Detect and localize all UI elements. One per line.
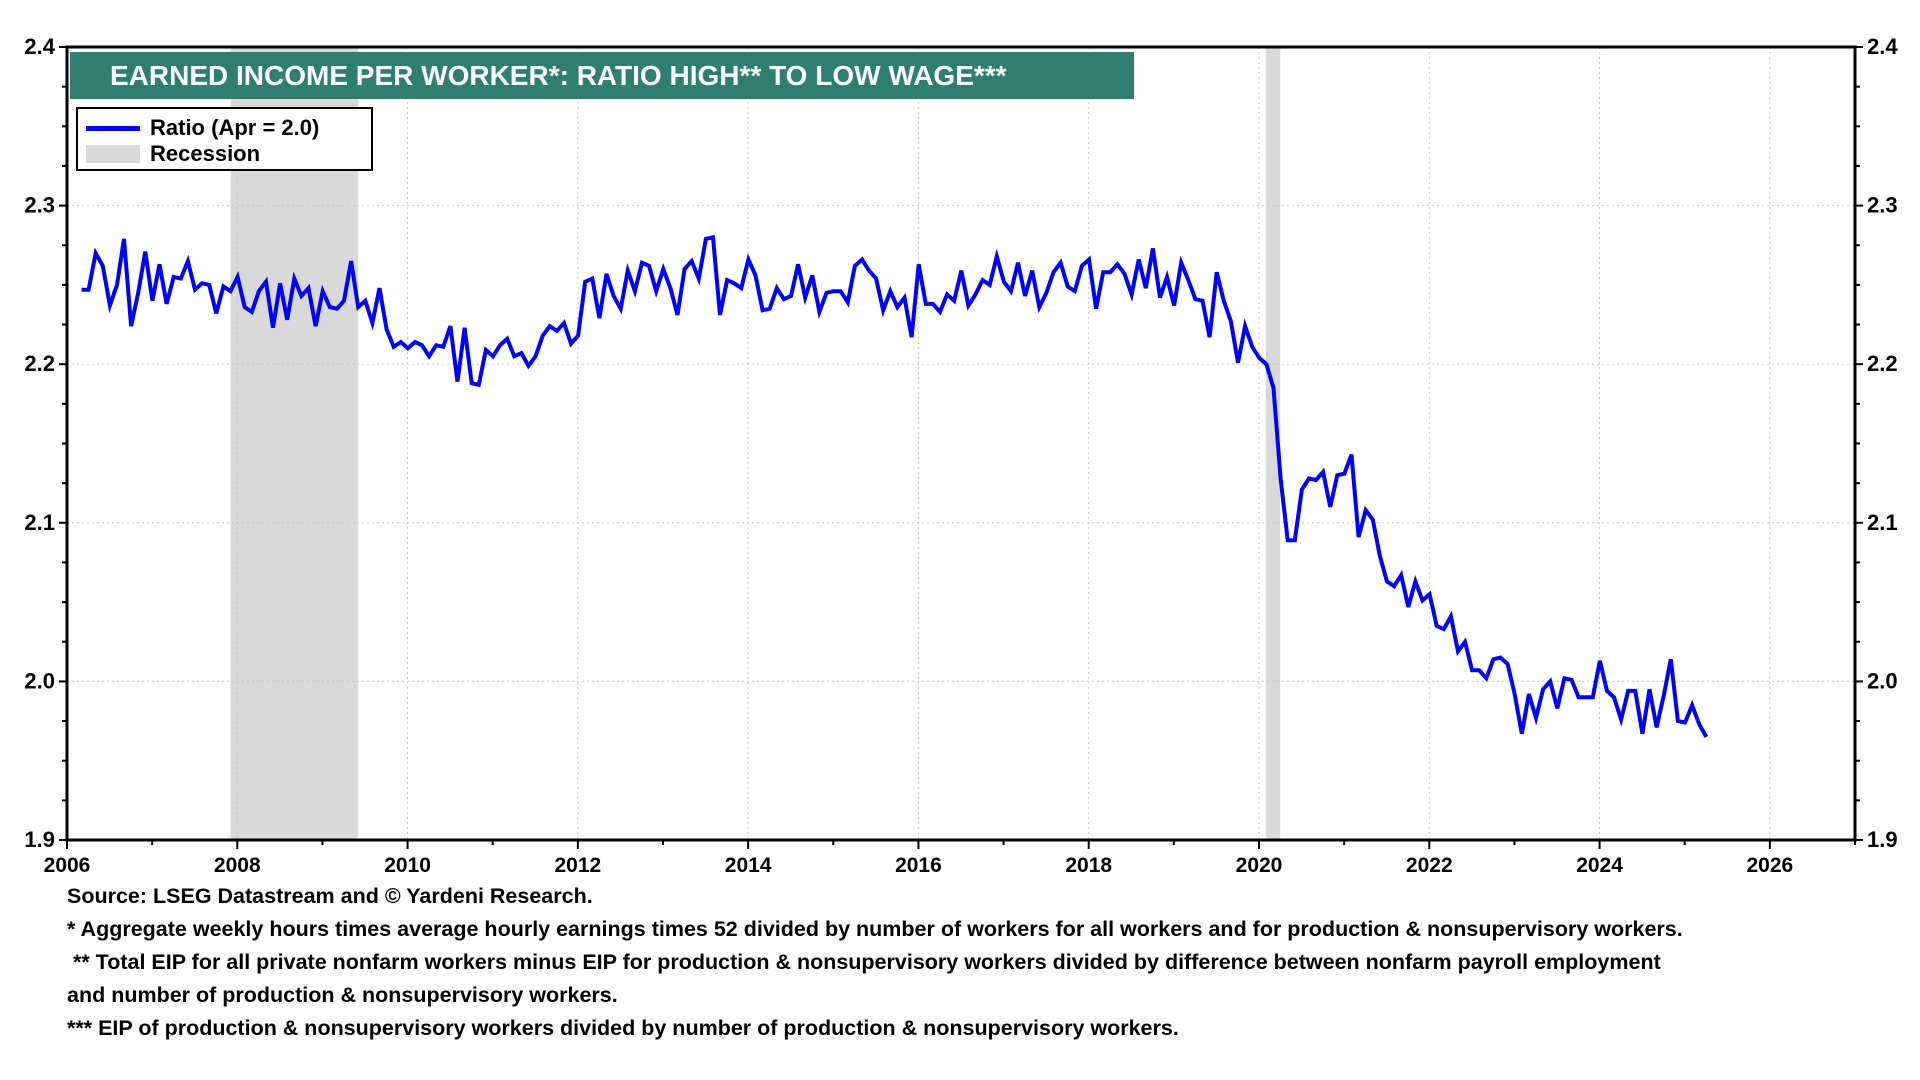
y-tick-label-right: 2.1: [1867, 510, 1898, 535]
y-tick-label-left: 2.4: [24, 34, 55, 59]
x-tick-label: 2014: [725, 854, 772, 877]
legend-item-ratio: Ratio (Apr = 2.0): [86, 115, 319, 141]
y-tick-label-right: 2.3: [1867, 193, 1898, 218]
footnote-3: *** EIP of production & nonsupervisory w…: [67, 1016, 1179, 1040]
x-tick-label: 2016: [895, 854, 942, 877]
footnote-2-cont: and number of production & nonsupervisor…: [67, 983, 618, 1007]
x-tick-label: 2022: [1406, 854, 1453, 877]
y-tick-label-left: 2.3: [24, 193, 55, 218]
source-note: Source: LSEG Datastream and © Yardeni Re…: [67, 884, 593, 908]
x-tick-label: 2018: [1065, 854, 1112, 877]
x-tick-label: 2010: [384, 854, 431, 877]
footnote-2: ** Total EIP for all private nonfarm wor…: [67, 950, 1661, 974]
y-tick-label-left: 2.1: [24, 510, 55, 535]
footnote-1: * Aggregate weekly hours times average h…: [67, 917, 1683, 941]
series-line-ratio: [81, 234, 1709, 738]
x-tick-label: 2024: [1576, 854, 1623, 877]
chart-title: EARNED INCOME PER WORKER*: RATIO HIGH** …: [70, 52, 1134, 99]
legend-line-swatch: [86, 125, 140, 131]
x-tick-label: 2006: [44, 854, 91, 877]
recession-band: [230, 47, 359, 840]
x-tick-label: 2012: [554, 854, 601, 877]
x-tick-label: 2026: [1746, 854, 1793, 877]
legend: Ratio (Apr = 2.0) Recession: [76, 107, 373, 171]
x-tick-label: 2008: [214, 854, 261, 877]
legend-label-recession: Recession: [150, 141, 261, 166]
x-tick-label: 2020: [1236, 854, 1283, 877]
y-tick-label-right: 2.2: [1867, 351, 1898, 376]
y-tick-label-right: 2.4: [1867, 34, 1898, 59]
footnotes: Source: LSEG Datastream and © Yardeni Re…: [67, 880, 1683, 1045]
y-tick-label-right: 2.0: [1867, 668, 1898, 693]
recession-band: [1265, 47, 1281, 840]
y-tick-label-left: 2.0: [24, 668, 55, 693]
legend-label-ratio: Ratio (Apr = 2.0): [150, 115, 320, 140]
legend-recession-swatch: [86, 145, 140, 163]
y-tick-label-left: 1.9: [24, 827, 55, 852]
legend-item-recession: Recession: [86, 141, 260, 167]
y-tick-label-right: 1.9: [1867, 827, 1898, 852]
y-tick-label-left: 2.2: [24, 351, 55, 376]
